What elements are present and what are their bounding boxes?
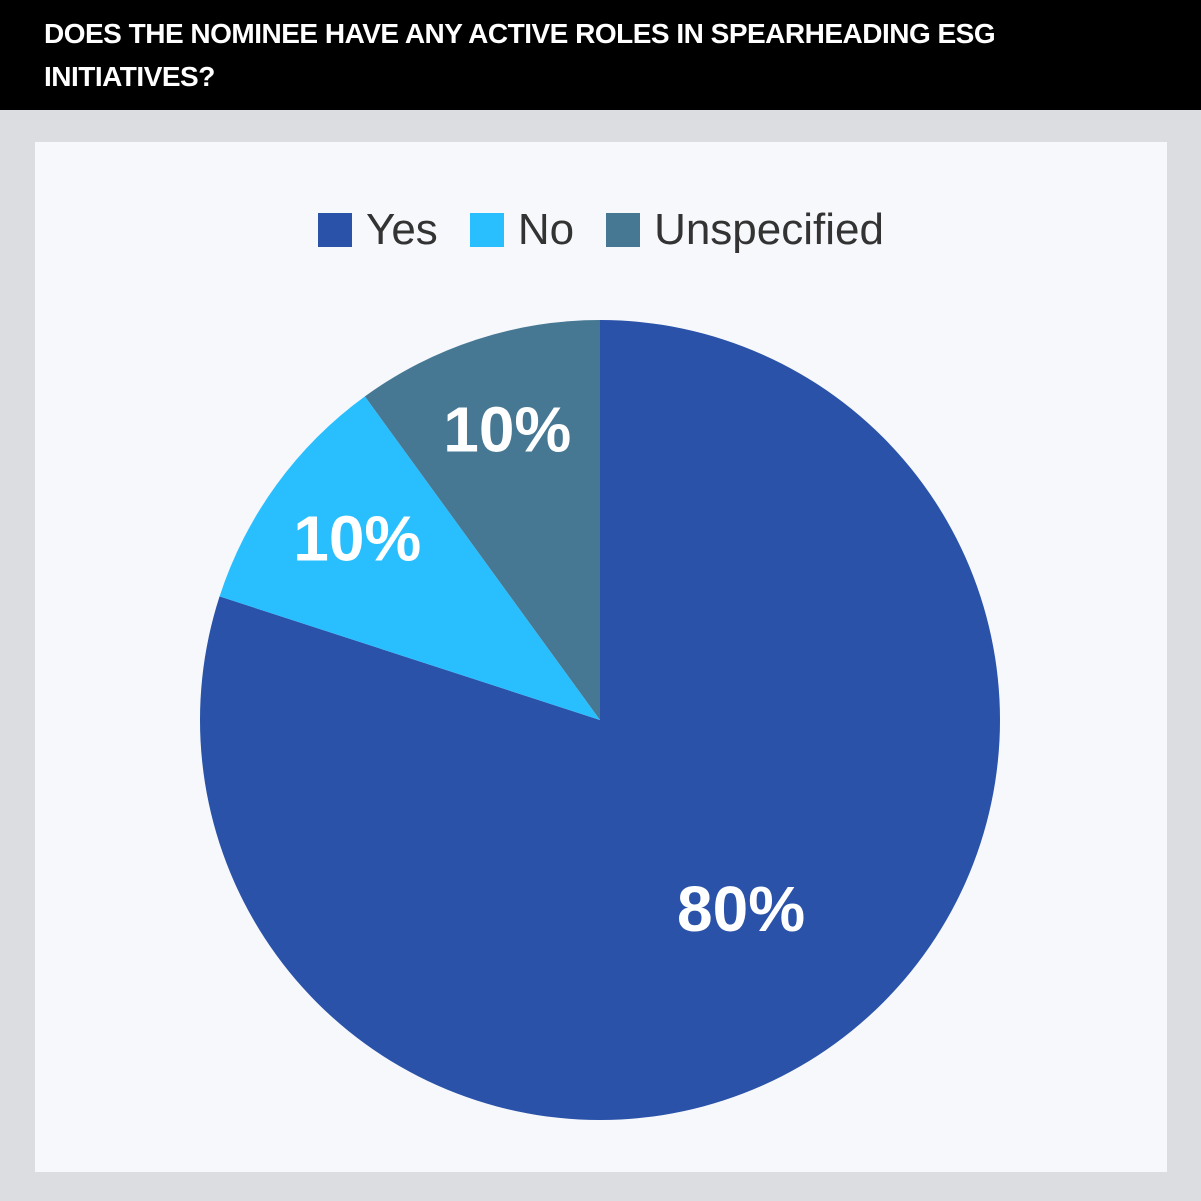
legend-label: No <box>517 205 575 254</box>
data-label: 80% <box>677 873 805 945</box>
pie-slice <box>219 396 600 720</box>
legend-swatch <box>318 213 353 247</box>
header-band: DOES THE NOMINEE HAVE ANY ACTIVE ROLES I… <box>0 0 1201 110</box>
legend-swatch <box>469 213 504 247</box>
legend-swatch <box>606 213 641 247</box>
legend-item: Yes <box>318 205 438 255</box>
data-label: 10% <box>293 503 421 575</box>
legend: Yes No Unspecified <box>35 205 1167 255</box>
legend-item: Unspecified <box>606 205 884 255</box>
legend-item: No <box>469 205 575 255</box>
data-label: 10% <box>443 394 571 466</box>
legend-label: Unspecified <box>654 205 884 254</box>
pie-slice <box>200 320 1000 1121</box>
chart-title: DOES THE NOMINEE HAVE ANY ACTIVE ROLES I… <box>44 18 996 92</box>
pie-slice <box>364 320 600 720</box>
legend-label: Yes <box>366 205 438 254</box>
